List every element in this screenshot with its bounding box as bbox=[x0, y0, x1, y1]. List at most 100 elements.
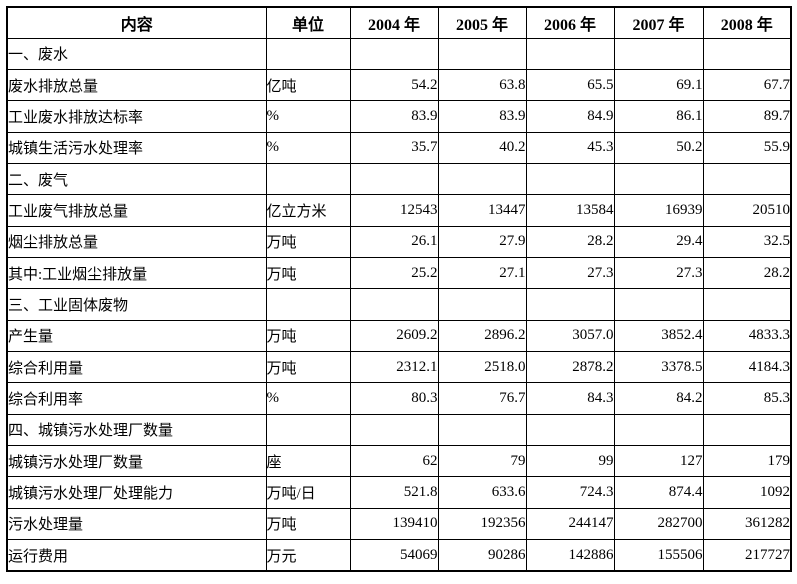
value-cell: 63.8 bbox=[437, 68, 527, 102]
value-cell bbox=[437, 413, 527, 446]
row-label-cell: 城镇生活污水处理率 bbox=[6, 131, 267, 164]
value-cell: 3057.0 bbox=[525, 319, 615, 352]
row-label-cell: 其中:工业烟尘排放量 bbox=[6, 256, 267, 290]
column-header-year: 2007 年 bbox=[613, 6, 704, 39]
value-cell: 84.2 bbox=[613, 382, 704, 415]
unit-cell: 万吨 bbox=[265, 350, 351, 384]
section-label-cell: 三、工业固体废物 bbox=[6, 288, 267, 321]
value-cell: 55.9 bbox=[702, 131, 792, 164]
value-cell: 69.1 bbox=[613, 68, 704, 102]
value-cell: 89.7 bbox=[702, 100, 792, 133]
environment-stats-table: 内容 单位 2004 年 2005 年 2006 年 2007 年 2008 年 一、废水废… bbox=[6, 6, 792, 572]
unit-cell: 万吨 bbox=[265, 225, 351, 258]
section-row: 三、工业固体废物 bbox=[6, 288, 792, 321]
table-row: 工业废水排放达标率% 83.9 83.9 84.9 86.1 89.7 bbox=[6, 100, 792, 133]
unit-cell: 亿立方米 bbox=[265, 194, 351, 227]
value-cell bbox=[349, 288, 439, 321]
value-cell bbox=[702, 162, 792, 196]
value-cell: 1092 bbox=[702, 476, 792, 509]
value-cell bbox=[437, 37, 527, 70]
value-cell: 28.2 bbox=[702, 256, 792, 290]
value-cell bbox=[525, 413, 615, 446]
table-row: 城镇污水处理厂数量座 62 79 99 127 179 bbox=[6, 444, 792, 478]
value-cell bbox=[613, 288, 704, 321]
row-label-cell: 污水处理量 bbox=[6, 507, 267, 541]
value-cell: 35.7 bbox=[349, 131, 439, 164]
unit-cell: 万元 bbox=[265, 539, 351, 572]
section-label-cell: 一、废水 bbox=[6, 37, 267, 70]
value-cell: 67.7 bbox=[702, 68, 792, 102]
value-cell: 13447 bbox=[437, 194, 527, 227]
value-cell: 16939 bbox=[613, 194, 704, 227]
value-cell bbox=[525, 288, 615, 321]
row-label-cell: 城镇污水处理厂数量 bbox=[6, 444, 267, 478]
table-row: 运行费用 万元 54069 90286 142886 155506 217727 bbox=[6, 539, 792, 572]
value-cell: 83.9 bbox=[437, 100, 527, 133]
value-cell: 244147 bbox=[525, 507, 615, 541]
value-cell: 2518.0 bbox=[437, 350, 527, 384]
value-cell: 65.5 bbox=[525, 68, 615, 102]
table-row: 污水处理量 万吨 139410 192356 244147 282700 361282 bbox=[6, 507, 792, 541]
value-cell: 724.3 bbox=[525, 476, 615, 509]
header-row: 内容 单位 2004 年 2005 年 2006 年 2007 年 2008 年 bbox=[6, 6, 792, 39]
value-cell: 84.9 bbox=[525, 100, 615, 133]
value-cell: 76.7 bbox=[437, 382, 527, 415]
row-label-cell: 工业废水排放达标率 bbox=[6, 100, 267, 133]
unit-cell: 万吨 bbox=[265, 319, 351, 352]
table-row: 城镇生活污水处理率% 35.7 40.2 45.3 50.2 55.9 bbox=[6, 131, 792, 164]
unit-cell bbox=[265, 413, 351, 446]
row-label-cell: 产生量 bbox=[6, 319, 267, 352]
value-cell: 80.3 bbox=[349, 382, 439, 415]
value-cell bbox=[613, 162, 704, 196]
column-header-year: 2004 年 bbox=[349, 6, 439, 39]
value-cell: 2609.2 bbox=[349, 319, 439, 352]
value-cell: 27.3 bbox=[613, 256, 704, 290]
unit-cell: % bbox=[265, 131, 351, 164]
value-cell: 86.1 bbox=[613, 100, 704, 133]
table-row: 城镇污水处理厂处理能力 万吨/日 521.8 633.6 724.3 874.4 1092 bbox=[6, 476, 792, 509]
value-cell: 84.3 bbox=[525, 382, 615, 415]
value-cell: 90286 bbox=[437, 539, 527, 572]
value-cell: 2312.1 bbox=[349, 350, 439, 384]
table-row: 综合利用量 万吨 2312.1 2518.0 2878.2 3378.5 4184.3 bbox=[6, 350, 792, 384]
value-cell: 40.2 bbox=[437, 131, 527, 164]
value-cell bbox=[525, 162, 615, 196]
unit-cell: 万吨 bbox=[265, 507, 351, 541]
table-row: 工业废气排放总量 亿立方米 12543 13447 13584 16939 20510 bbox=[6, 194, 792, 227]
value-cell: 85.3 bbox=[702, 382, 792, 415]
column-header-year: 2005 年 bbox=[437, 6, 527, 39]
value-cell: 54.2 bbox=[349, 68, 439, 102]
row-label-cell: 城镇污水处理厂处理能力 bbox=[6, 476, 267, 509]
column-header-year: 2006 年 bbox=[525, 6, 615, 39]
table-row: 烟尘排放总量 万吨 26.1 27.9 28.2 29.4 32.5 bbox=[6, 225, 792, 258]
value-cell: 361282 bbox=[702, 507, 792, 541]
value-cell: 192356 bbox=[437, 507, 527, 541]
value-cell bbox=[349, 413, 439, 446]
value-cell: 874.4 bbox=[613, 476, 704, 509]
value-cell: 139410 bbox=[349, 507, 439, 541]
value-cell: 28.2 bbox=[525, 225, 615, 258]
value-cell: 2896.2 bbox=[437, 319, 527, 352]
value-cell bbox=[613, 413, 704, 446]
value-cell bbox=[349, 37, 439, 70]
unit-cell: % bbox=[265, 382, 351, 415]
value-cell bbox=[702, 288, 792, 321]
value-cell: 62 bbox=[349, 444, 439, 478]
value-cell: 50.2 bbox=[613, 131, 704, 164]
unit-cell bbox=[265, 288, 351, 321]
section-row: 四、城镇污水处理厂数量 bbox=[6, 413, 792, 446]
unit-cell: 万吨 bbox=[265, 256, 351, 290]
value-cell bbox=[702, 37, 792, 70]
value-cell: 217727 bbox=[702, 539, 792, 572]
value-cell: 142886 bbox=[525, 539, 615, 572]
value-cell: 12543 bbox=[349, 194, 439, 227]
section-label-cell: 二、废气 bbox=[6, 162, 267, 196]
value-cell: 83.9 bbox=[349, 100, 439, 133]
value-cell: 27.1 bbox=[437, 256, 527, 290]
row-label-cell: 综合利用率 bbox=[6, 382, 267, 415]
value-cell: 79 bbox=[437, 444, 527, 478]
row-label-cell: 综合利用量 bbox=[6, 350, 267, 384]
value-cell: 4184.3 bbox=[702, 350, 792, 384]
value-cell: 155506 bbox=[613, 539, 704, 572]
